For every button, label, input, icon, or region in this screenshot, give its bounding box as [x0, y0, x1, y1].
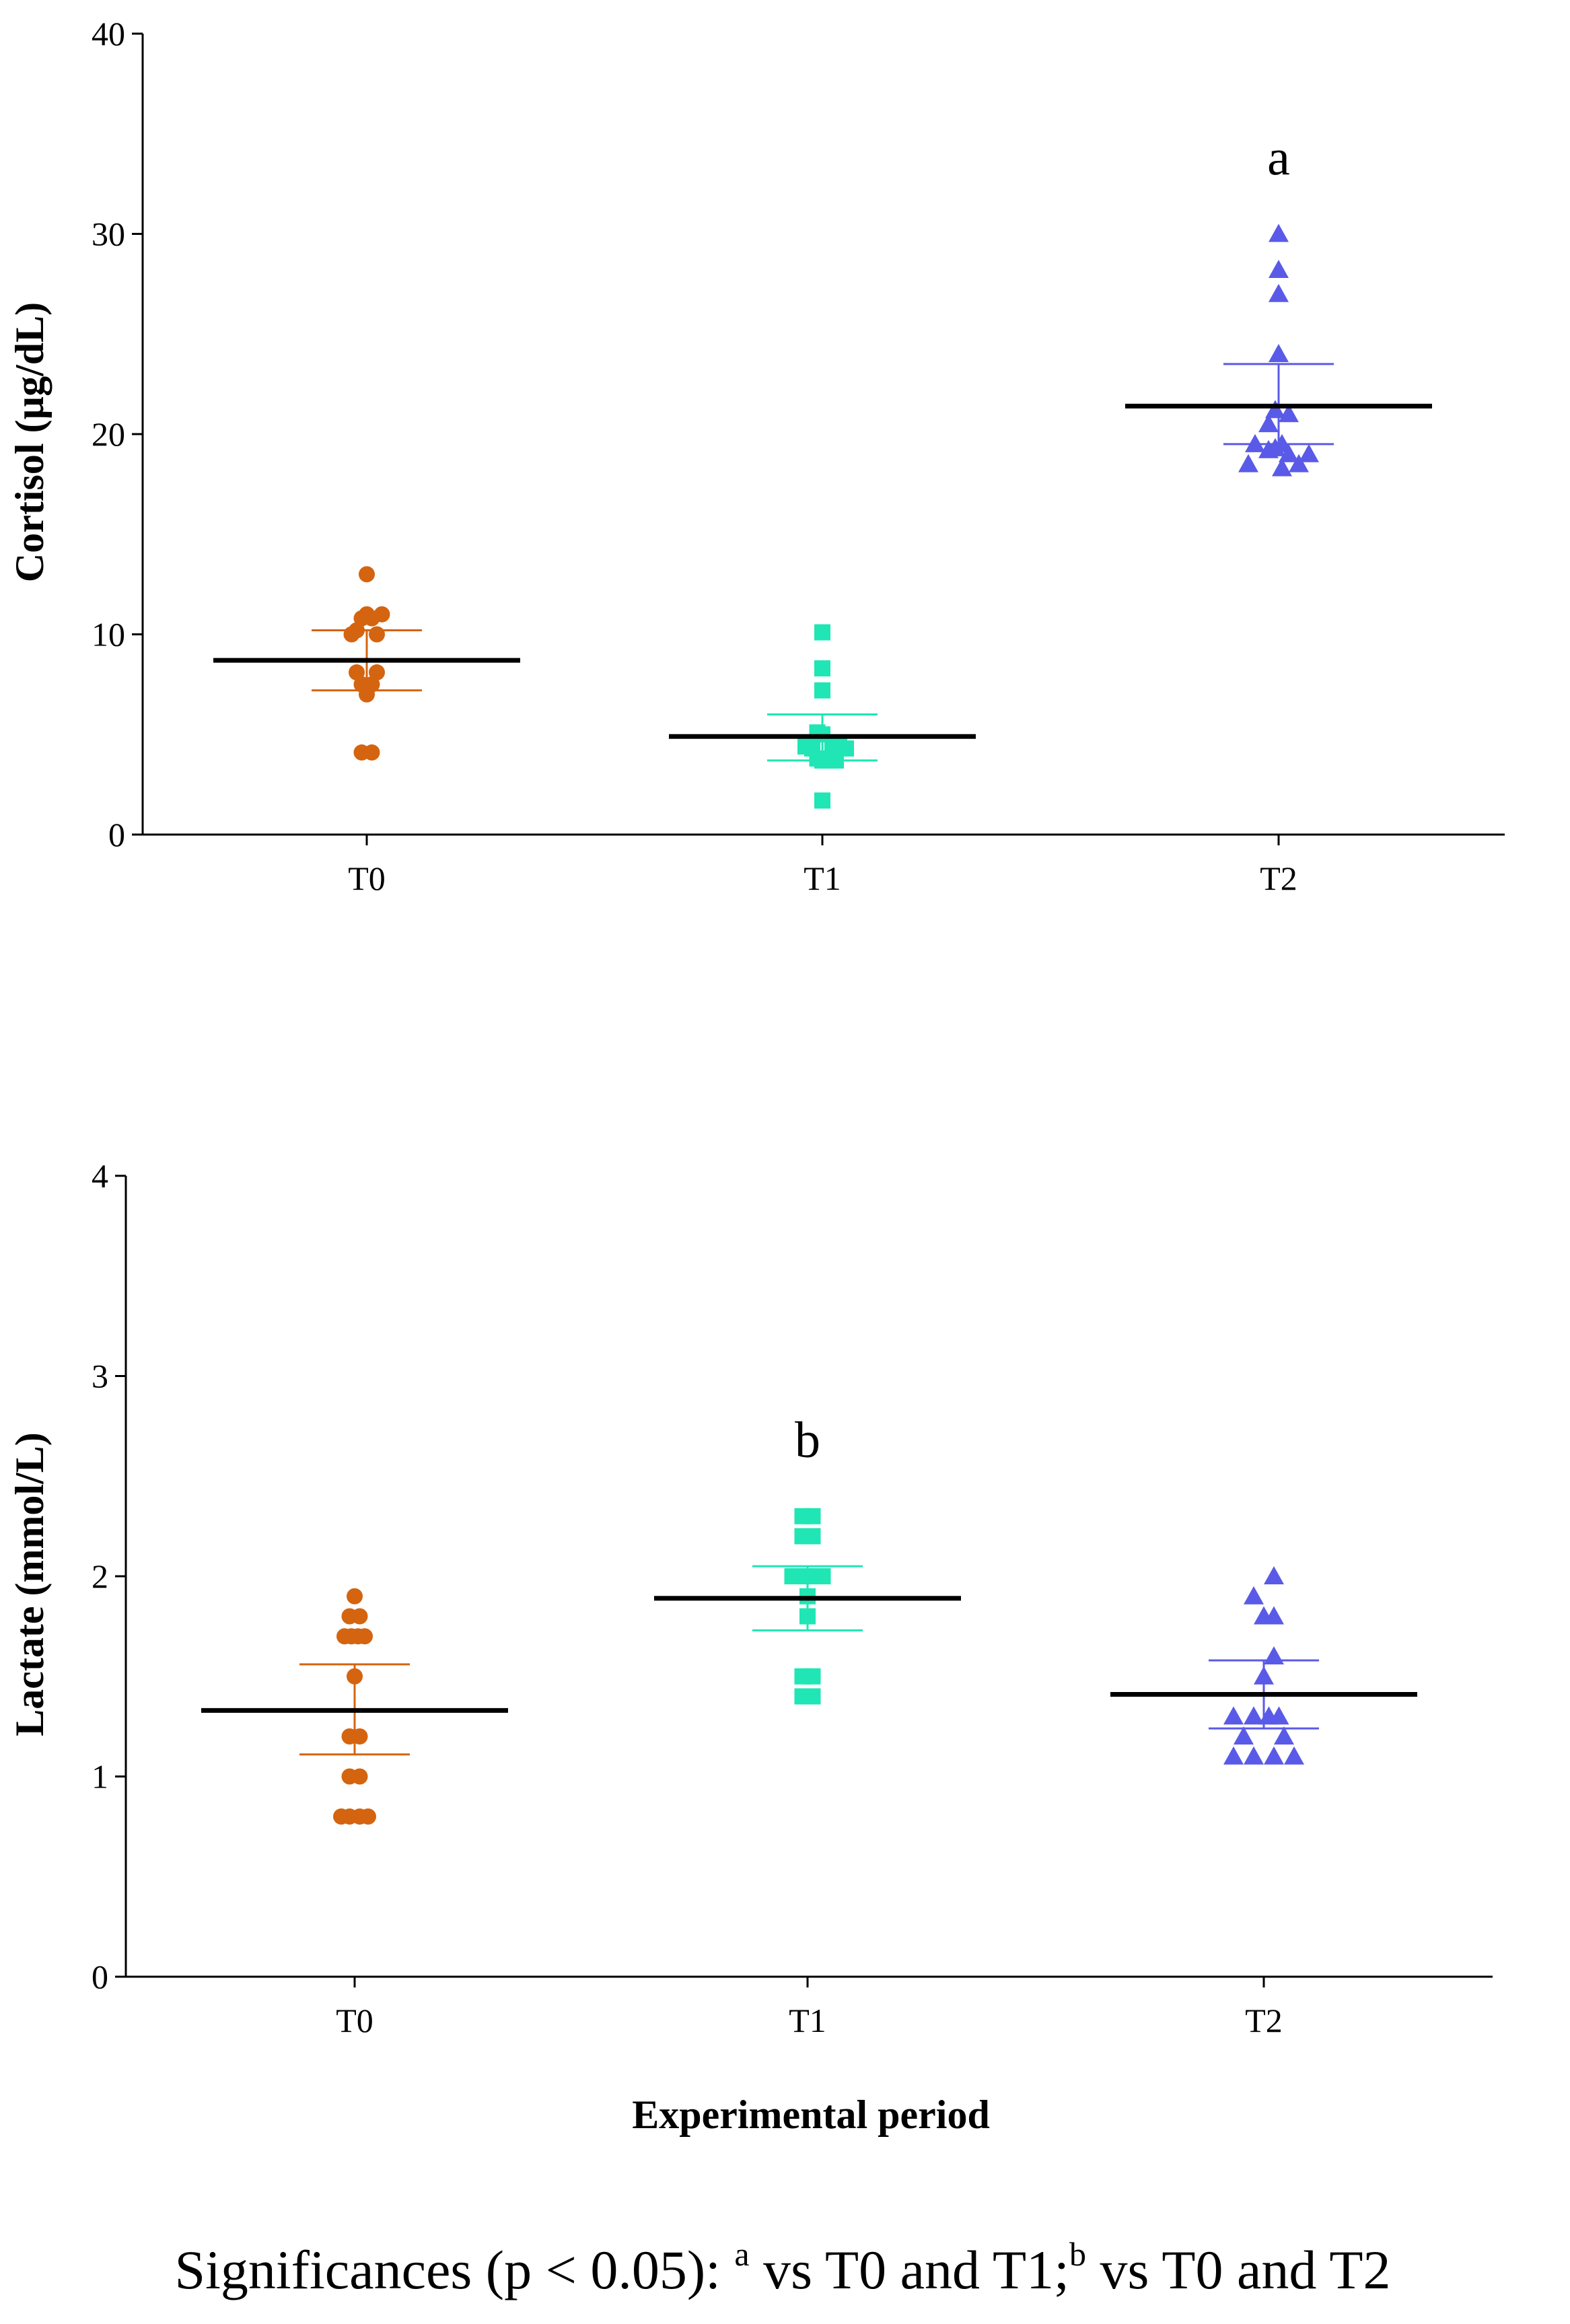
data-point [804, 1528, 821, 1545]
x-axis-title: Experimental period [632, 2092, 990, 2137]
x-tick-label-t1: T1 [789, 2002, 826, 2039]
data-point [1279, 404, 1299, 423]
data-point [1264, 1746, 1284, 1765]
x-tick-label-t2: T2 [1260, 859, 1297, 897]
data-point [1272, 458, 1292, 477]
data-point [814, 682, 830, 699]
data-point [347, 1588, 363, 1605]
data-point [363, 744, 380, 761]
data-point [1269, 1706, 1289, 1725]
data-point [814, 624, 830, 641]
significance-letter: a [1267, 130, 1290, 186]
significance-footnote: Significances (p < 0.05): a vs T0 and T1… [175, 2235, 1391, 2300]
footnote-sup-a: a [734, 2235, 749, 2273]
data-point [1264, 1646, 1284, 1664]
data-point [1299, 444, 1319, 462]
data-point [804, 1688, 821, 1705]
y-tick-label: 0 [108, 816, 125, 853]
x-tick-label-t1: T1 [804, 859, 841, 897]
footnote-prefix: Significances (p < 0.05): [175, 2239, 735, 2300]
data-point [1269, 283, 1289, 302]
data-point [1244, 1746, 1264, 1765]
y-tick-label: 40 [92, 15, 125, 52]
y-axis-title: Cortisol (µg/dL) [7, 302, 52, 582]
data-point [357, 1628, 373, 1645]
y-tick-label: 3 [92, 1358, 108, 1395]
y-axis-title: Lactate (mmol/L) [7, 1432, 52, 1736]
data-point [1284, 1746, 1304, 1765]
data-point [369, 626, 385, 643]
y-tick-label: 20 [92, 415, 125, 453]
y-tick-label: 4 [92, 1157, 108, 1195]
y-tick-label: 0 [92, 1958, 108, 1996]
data-point [1289, 454, 1309, 472]
data-point [814, 660, 830, 677]
data-point [369, 664, 385, 681]
data-point [351, 1768, 368, 1785]
data-point [1258, 414, 1279, 433]
footnote-text-b: vs T0 and T2 [1086, 2239, 1391, 2300]
data-point [351, 1608, 368, 1625]
data-point [814, 792, 830, 809]
cortisol-panel: 0 10 20 30 40 T0 T1 T2 Cortisol (µg/dL) a [7, 15, 1505, 897]
y-tick-label: 2 [92, 1557, 108, 1595]
data-point [1269, 223, 1289, 242]
lactate-panel: 0 1 2 3 4 T0 T1 T2 Lactate (mmol/L) b [7, 1157, 1493, 2039]
data-point [1279, 444, 1299, 462]
data-point [1223, 1706, 1244, 1725]
x-tick-label-t2: T2 [1245, 2002, 1283, 2039]
data-point [1269, 260, 1289, 279]
data-point [1264, 1566, 1284, 1584]
data-point [360, 1808, 376, 1825]
data-point [1238, 454, 1258, 472]
data-point [343, 626, 360, 643]
data-point [1274, 1726, 1294, 1745]
y-tick-label: 10 [92, 616, 125, 654]
data-point [1265, 400, 1285, 419]
footnote-sup-b: b [1069, 2235, 1086, 2273]
x-tick-label-t0: T0 [348, 859, 386, 897]
data-point [804, 1668, 821, 1685]
data-point [804, 1508, 821, 1524]
footnote-text-a: vs T0 and T1; [750, 2239, 1069, 2300]
significance-letter: b [795, 1412, 820, 1469]
data-point [359, 566, 375, 583]
data-point [1264, 1606, 1284, 1625]
data-point [1269, 344, 1289, 362]
data-point [1223, 1746, 1244, 1765]
data-point [1244, 1706, 1264, 1725]
y-tick-label: 1 [92, 1758, 108, 1796]
x-tick-label-t0: T0 [336, 2002, 373, 2039]
data-point [1244, 1586, 1264, 1605]
data-point [1234, 1726, 1254, 1745]
data-point [814, 1568, 831, 1584]
y-tick-label: 30 [92, 215, 125, 253]
data-point [373, 606, 390, 623]
